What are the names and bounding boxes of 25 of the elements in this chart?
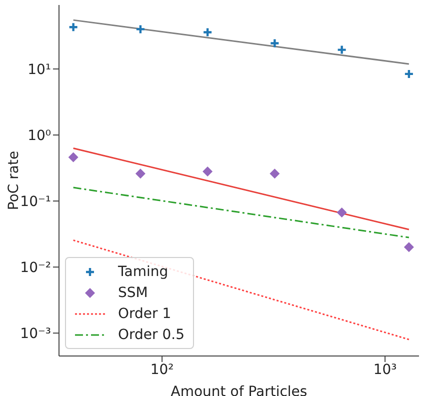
- y-tick-label: 10⁰: [28, 128, 52, 144]
- x-axis-title: Amount of Particles: [170, 384, 308, 396]
- point: [68, 152, 78, 162]
- legend-label: SSM: [118, 284, 148, 300]
- y-tick-label: 10¹: [28, 62, 51, 78]
- y-tick-label: 10⁻²: [20, 260, 51, 276]
- legend-label: Order 1: [118, 306, 172, 322]
- y-tick-label: 10⁻³: [20, 326, 51, 342]
- point: [202, 166, 213, 176]
- point: [68, 22, 78, 32]
- point: [404, 242, 414, 252]
- legend-label: Order 0.5: [118, 326, 184, 342]
- point: [336, 44, 347, 55]
- x-tick-label: 10²: [150, 362, 174, 378]
- point: [270, 168, 280, 179]
- point: [202, 27, 213, 38]
- point: [336, 208, 347, 218]
- y-tick-label: 10⁻¹: [20, 194, 51, 210]
- legend-label: Taming: [118, 264, 168, 280]
- x-tick-label: 10³: [373, 362, 397, 378]
- point: [404, 68, 414, 80]
- y-axis-title: PoC rate: [6, 150, 22, 210]
- point: [135, 24, 146, 34]
- point: [270, 38, 280, 48]
- point: [135, 168, 146, 179]
